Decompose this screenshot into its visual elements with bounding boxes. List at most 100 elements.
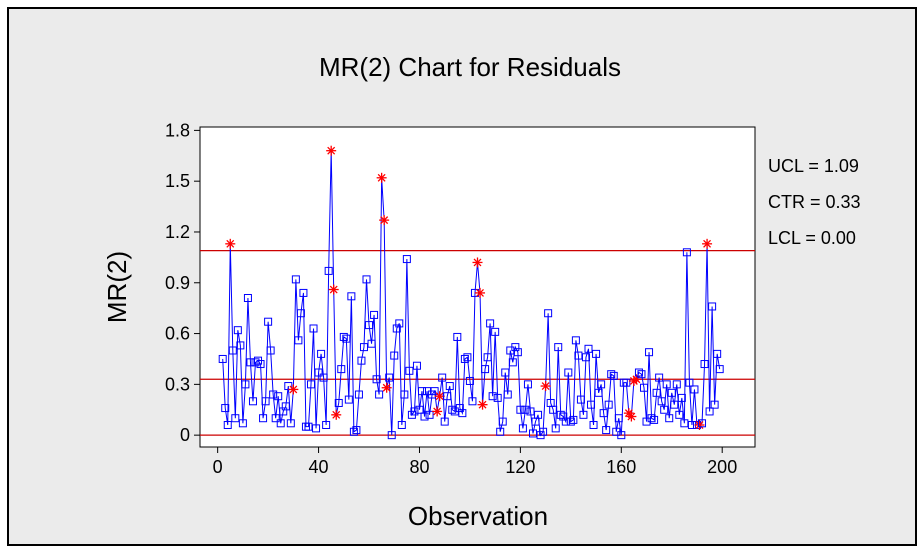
point [551,424,560,433]
point [458,409,467,418]
point [705,407,714,416]
point [587,400,596,409]
point [359,343,368,352]
point [395,319,404,328]
point [274,392,283,401]
point [715,365,724,374]
star-stroke [695,421,704,429]
point [566,417,575,426]
point [243,294,252,303]
point [508,358,517,367]
star-stroke [377,173,386,182]
point [614,414,623,423]
point [667,388,676,397]
point [231,414,240,423]
point [291,275,300,284]
point [662,380,671,389]
point [680,419,689,428]
point [412,361,421,370]
point [309,324,318,333]
point [448,405,457,414]
flagged-point [477,399,488,410]
point [645,348,654,357]
point [314,368,323,377]
point [269,390,278,399]
point [594,388,603,397]
point [405,366,414,375]
point [554,343,563,352]
point [665,414,674,423]
point [430,387,439,396]
y-tick-label: 0.9 [165,273,190,293]
point [599,409,608,418]
x-tick-label: 40 [309,457,329,477]
point [486,319,495,328]
point [488,392,497,401]
flagged-point [331,409,342,420]
point [589,420,598,429]
point [521,405,530,414]
star-stroke [478,400,487,409]
point [581,353,590,362]
point [271,414,280,423]
point [463,353,472,362]
point [246,358,255,367]
point [460,354,469,363]
point [425,410,434,419]
point [228,346,237,355]
y-tick-label: 0 [180,425,190,445]
point [370,310,379,319]
y-tick-label: 1.2 [165,222,190,242]
point [286,419,295,428]
star-stroke [627,412,636,421]
point [561,417,570,426]
point [349,427,358,436]
point [420,412,429,421]
point [319,373,328,382]
point [453,332,462,341]
point [556,410,565,419]
point [236,341,245,350]
point [481,365,490,374]
point [597,380,606,389]
point [571,336,580,345]
point [367,339,376,348]
flagged-point [379,215,390,226]
point [312,424,321,433]
point [307,380,315,389]
point [675,410,684,419]
point [294,336,303,345]
point [511,343,520,352]
point [526,407,535,416]
point [640,383,648,392]
star-stroke [289,385,298,394]
point [372,375,381,384]
flagged-point [432,406,443,417]
x-tick-label: 160 [606,457,636,477]
point [362,275,371,284]
point [700,360,709,369]
point [347,292,356,301]
star-stroke [541,382,550,391]
flagged-point [376,172,387,183]
point [576,395,585,404]
point [324,266,333,275]
y-tick-label: 0.6 [165,324,190,344]
point [465,376,474,385]
point [438,373,447,382]
flagged-point [225,238,236,249]
flagged-point [702,238,713,249]
flagged-point [326,145,337,156]
point [650,415,659,424]
star-stroke [327,146,336,155]
point [418,387,426,396]
point [251,358,260,367]
point [584,344,593,353]
x-tick-label: 80 [409,457,429,477]
star-stroke [703,239,712,248]
point [276,419,285,428]
plot-area [199,126,756,448]
point [498,417,507,426]
point [392,324,401,333]
point [279,407,288,416]
